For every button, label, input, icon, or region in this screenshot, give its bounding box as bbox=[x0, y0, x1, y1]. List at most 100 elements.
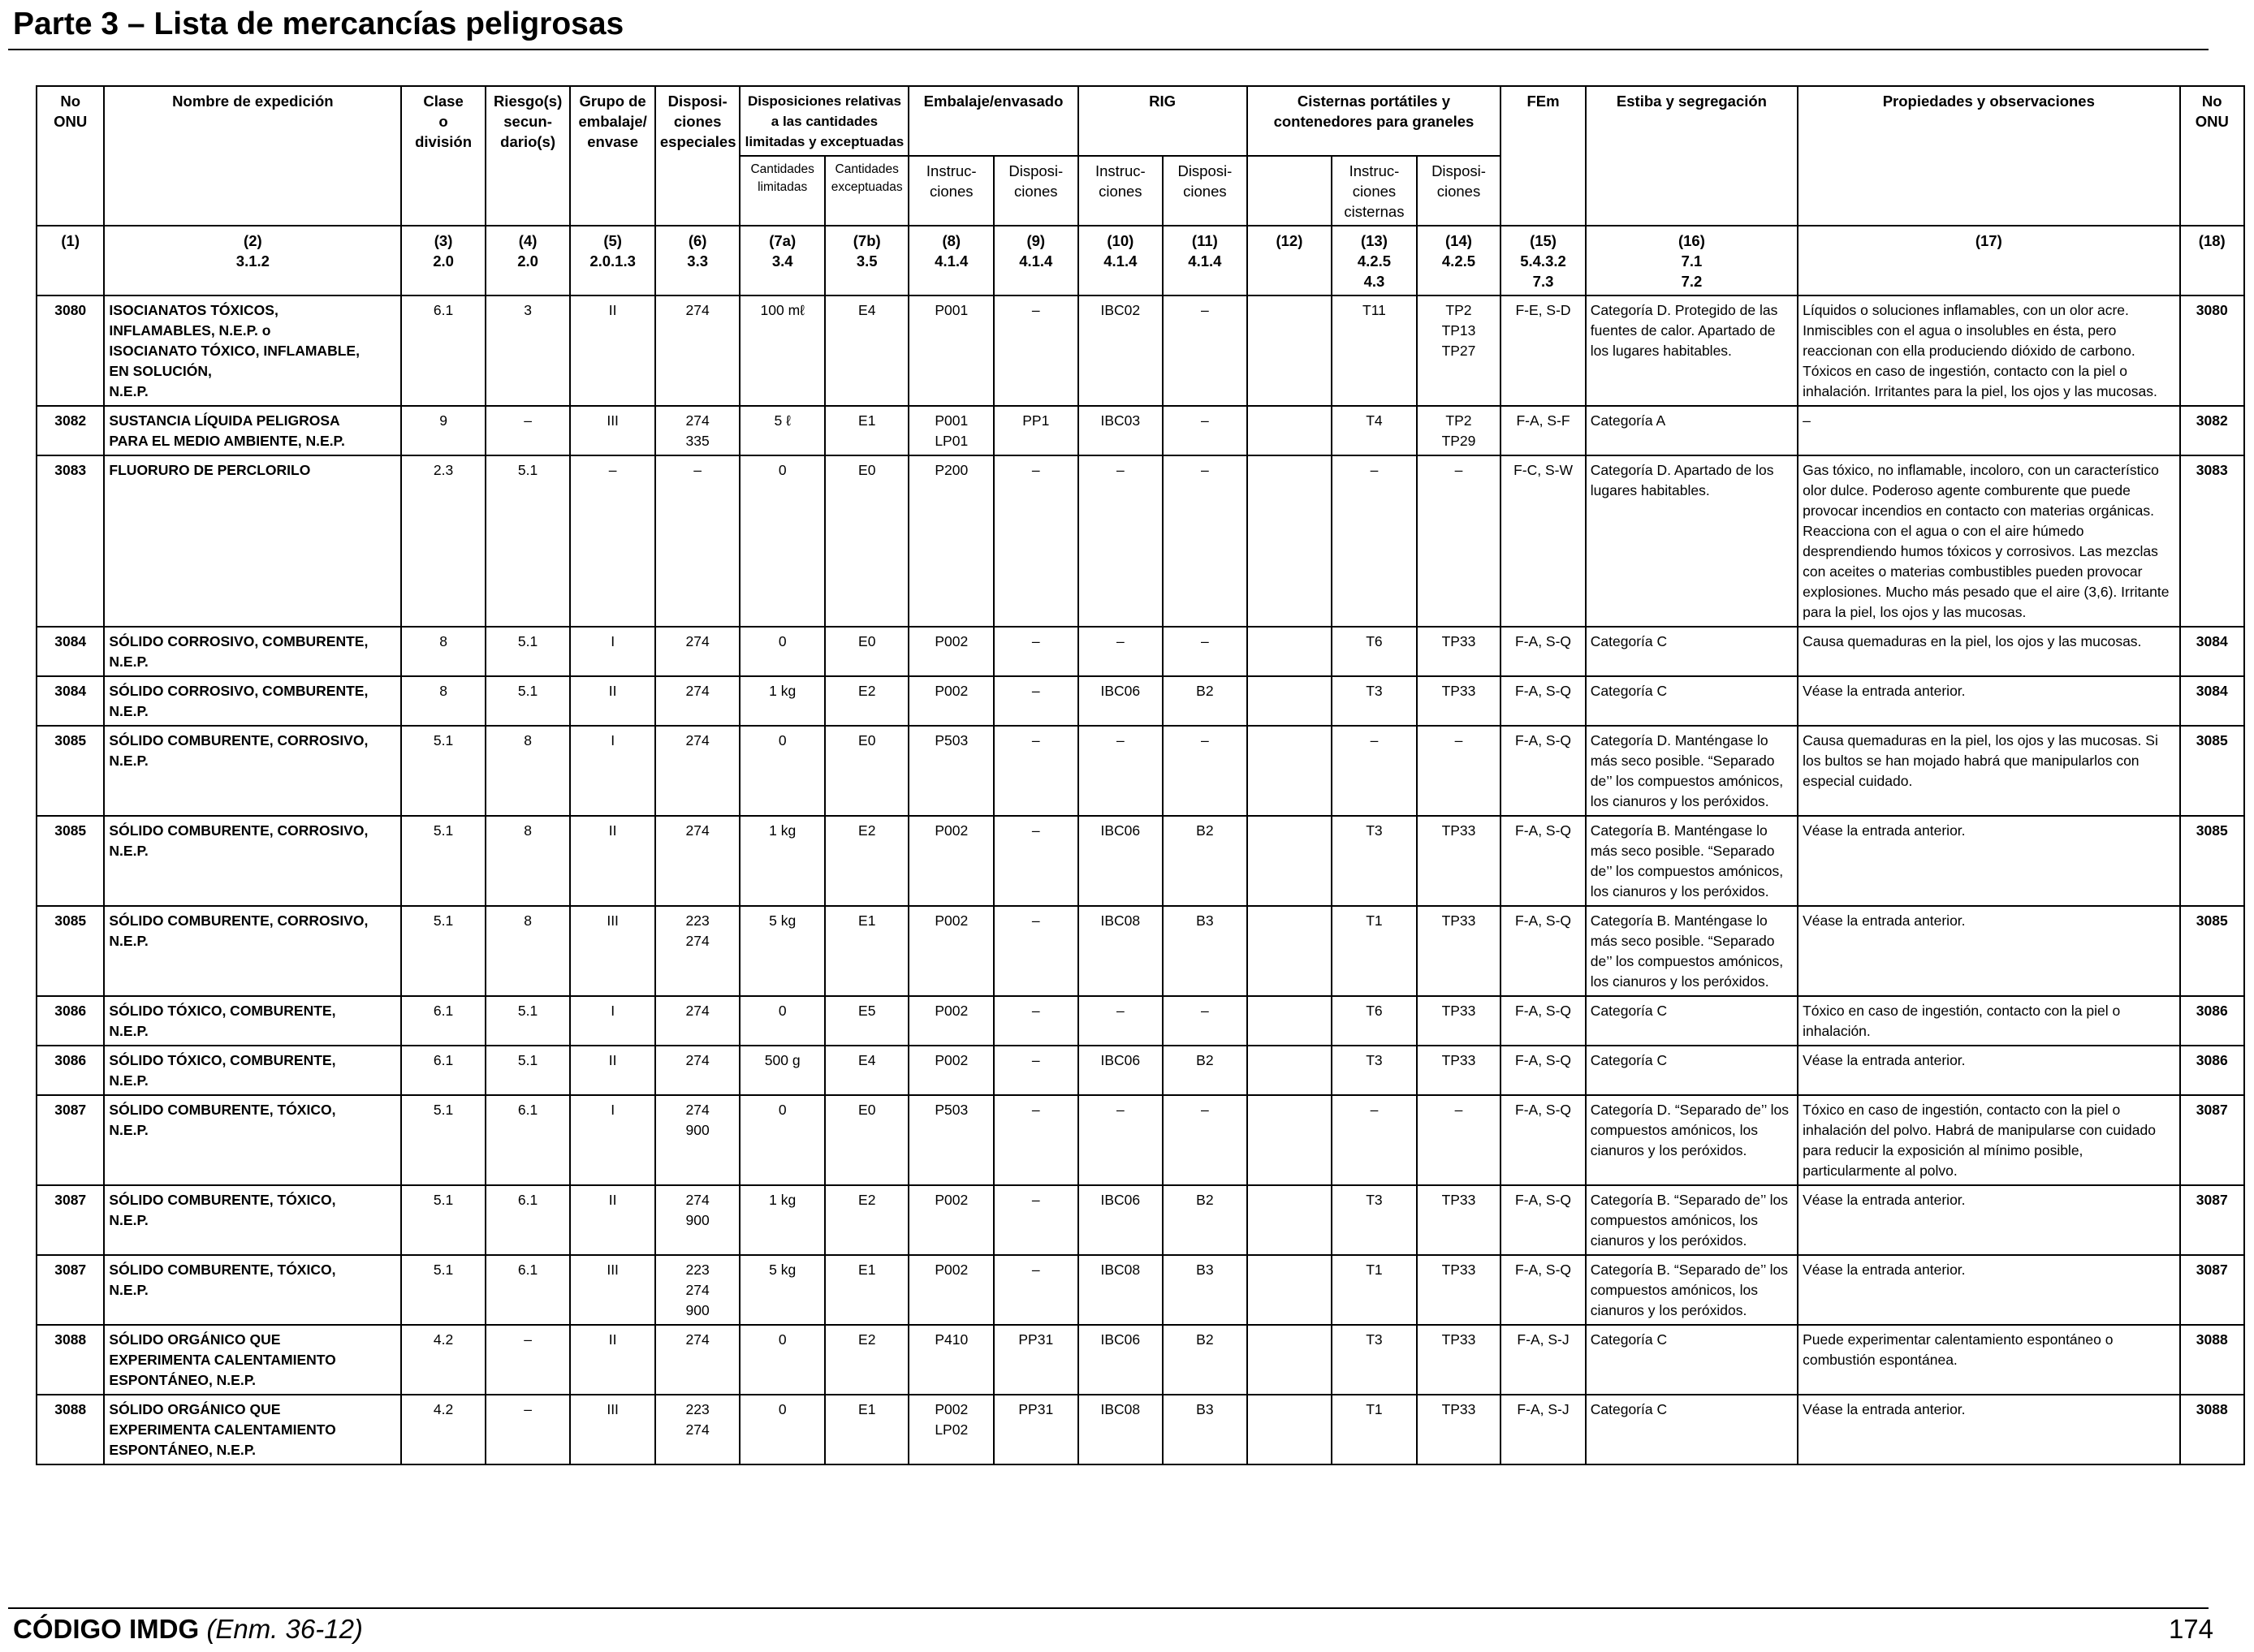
cell-stowage: Categoría C bbox=[1584, 1394, 1799, 1465]
ref-cell: (9) 4.1.4 bbox=[993, 225, 1079, 296]
cell-packing-provision: – bbox=[993, 1184, 1079, 1256]
subheader-packing-instructions: Instruc- ciones bbox=[908, 155, 995, 226]
cell-class: 9 bbox=[400, 405, 486, 456]
cell-excepted-quantity: E4 bbox=[823, 1045, 910, 1096]
cell-special-provisions: 274 bbox=[654, 626, 741, 677]
cell-properties: Causa quemaduras en la piel, los ojos y … bbox=[1797, 725, 2181, 817]
dangerous-goods-table: No ONU Nombre de expedición Clase o divi… bbox=[35, 85, 2246, 1465]
cell-packing-group: II bbox=[569, 1184, 656, 1256]
cell-un-number: 3085 bbox=[35, 725, 106, 817]
cell-packing-group: I bbox=[569, 725, 656, 817]
cell-packing-instruction: P002 bbox=[908, 815, 995, 907]
header-properties: Propiedades y observaciones bbox=[1797, 85, 2181, 226]
cell-ems: F-A, S-J bbox=[1500, 1394, 1587, 1465]
cell-limited-quantity: 0 bbox=[739, 1094, 826, 1186]
cell-tank-instruction: T3 bbox=[1331, 1045, 1418, 1096]
cell-packing-group: – bbox=[569, 455, 656, 628]
cell-ems: F-A, S-Q bbox=[1500, 995, 1587, 1046]
cell-shipping-name: SÓLIDO CORROSIVO, COMBURENTE, N.E.P. bbox=[103, 675, 403, 727]
header-packaging: Embalaje/envasado bbox=[908, 85, 1079, 157]
cell-tank-provision: TP2 TP29 bbox=[1415, 405, 1502, 456]
cell-un-number-right: 3088 bbox=[2178, 1324, 2246, 1395]
cell-stowage: Categoría C bbox=[1584, 626, 1799, 677]
ref-cell: (8) 4.1.4 bbox=[908, 225, 995, 296]
cell-shipping-name: SÓLIDO CORROSIVO, COMBURENTE, N.E.P. bbox=[103, 626, 403, 677]
cell-shipping-name: SÓLIDO TÓXICO, COMBURENTE, N.E.P. bbox=[103, 995, 403, 1046]
cell-special-provisions: 274 900 bbox=[654, 1184, 741, 1256]
table-row: 3084 SÓLIDO CORROSIVO, COMBURENTE, N.E.P.… bbox=[35, 675, 2246, 727]
cell-packing-group: II bbox=[569, 1324, 656, 1395]
cell-tank-provision: TP33 bbox=[1415, 675, 1502, 727]
cell-tank-instruction: T6 bbox=[1331, 626, 1418, 677]
cell-limited-quantity: 5 kg bbox=[739, 905, 826, 997]
column-reference-row: (1) (2) 3.1.2 (3) 2.0 (4) 2.0 (5) 2.0.1.… bbox=[35, 225, 2246, 296]
header-row-main: No ONU Nombre de expedición Clase o divi… bbox=[35, 85, 2246, 226]
cell-ems: F-A, S-F bbox=[1500, 405, 1587, 456]
cell-ibc-provision: B2 bbox=[1162, 1184, 1248, 1256]
cell-shipping-name: SÓLIDO ORGÁNICO QUE EXPERIMENTA CALENTAM… bbox=[103, 1394, 403, 1465]
cell-shipping-name: SÓLIDO ORGÁNICO QUE EXPERIMENTA CALENTAM… bbox=[103, 1324, 403, 1395]
cell-un-number: 3088 bbox=[35, 1324, 106, 1395]
header-ems: FEm bbox=[1500, 85, 1587, 226]
cell-ibc-provision: B3 bbox=[1162, 1394, 1248, 1465]
cell-ibc-provision: B3 bbox=[1162, 1254, 1248, 1326]
footer-code-name: CÓDIGO IMDG bbox=[13, 1614, 200, 1644]
cell-ibc-provision: B3 bbox=[1162, 905, 1248, 997]
cell-properties: Véase la entrada anterior. bbox=[1797, 815, 2181, 907]
cell-un-number-right: 3085 bbox=[2178, 725, 2246, 817]
cell-stowage: Categoría C bbox=[1584, 1324, 1799, 1395]
cell-class: 5.1 bbox=[400, 1254, 486, 1326]
cell-packing-instruction: P002 bbox=[908, 1254, 995, 1326]
cell-tank-provision: TP33 bbox=[1415, 905, 1502, 997]
cell-ems: F-A, S-Q bbox=[1500, 905, 1587, 997]
cell-tank-instruction: T6 bbox=[1331, 995, 1418, 1046]
cell-packing-instruction: P002 bbox=[908, 995, 995, 1046]
cell-col12 bbox=[1246, 455, 1333, 628]
cell-un-number-right: 3085 bbox=[2178, 815, 2246, 907]
cell-stowage: Categoría C bbox=[1584, 995, 1799, 1046]
cell-packing-group: III bbox=[569, 1254, 656, 1326]
table-row: 3085 SÓLIDO COMBURENTE, CORROSIVO, N.E.P.… bbox=[35, 725, 2246, 817]
header-un-number: No ONU bbox=[35, 85, 106, 226]
ref-cell: (18) bbox=[2178, 225, 2246, 296]
cell-tank-instruction: T3 bbox=[1331, 815, 1418, 907]
cell-properties: Véase la entrada anterior. bbox=[1797, 1254, 2181, 1326]
cell-ibc-instruction: IBC03 bbox=[1077, 405, 1164, 456]
cell-ems: F-A, S-Q bbox=[1500, 1184, 1587, 1256]
cell-packing-instruction: P002 bbox=[908, 626, 995, 677]
cell-un-number: 3086 bbox=[35, 1045, 106, 1096]
subheader-ibc-instructions: Instruc- ciones bbox=[1077, 155, 1164, 226]
table-row: 3080 ISOCIANATOS TÓXICOS, INFLAMABLES, N.… bbox=[35, 295, 2246, 407]
cell-tank-provision: – bbox=[1415, 725, 1502, 817]
header-packing-group: Grupo de embalaje/ envase bbox=[569, 85, 656, 226]
cell-shipping-name: SUSTANCIA LÍQUIDA PELIGROSA PARA EL MEDI… bbox=[103, 405, 403, 456]
subheader-tank-instructions: Instruc- ciones cisternas bbox=[1331, 155, 1418, 226]
table-row: 3086 SÓLIDO TÓXICO, COMBURENTE, N.E.P. 6.1… bbox=[35, 1045, 2246, 1096]
ref-cell: (16) 7.1 7.2 bbox=[1584, 225, 1799, 296]
cell-ibc-provision: – bbox=[1162, 626, 1248, 677]
cell-subsidiary-risk: 8 bbox=[484, 815, 572, 907]
table-body: 3080 ISOCIANATOS TÓXICOS, INFLAMABLES, N.… bbox=[35, 295, 2246, 1465]
cell-ibc-instruction: – bbox=[1077, 1094, 1164, 1186]
table-row: 3083 FLUORURO DE PERCLORILO 2.3 5.1– –0 E0 P20… bbox=[35, 455, 2246, 628]
cell-subsidiary-risk: 5.1 bbox=[484, 675, 572, 727]
cell-shipping-name: SÓLIDO COMBURENTE, TÓXICO, N.E.P. bbox=[103, 1184, 403, 1256]
cell-shipping-name: SÓLIDO COMBURENTE, CORROSIVO, N.E.P. bbox=[103, 815, 403, 907]
cell-col12 bbox=[1246, 1094, 1333, 1186]
cell-special-provisions: 274 bbox=[654, 725, 741, 817]
cell-tank-provision: TP33 bbox=[1415, 1394, 1502, 1465]
page-title: Parte 3 – Lista de mercancías peligrosas bbox=[13, 6, 624, 41]
ref-cell: (11) 4.1.4 bbox=[1162, 225, 1248, 296]
cell-un-number: 3082 bbox=[35, 405, 106, 456]
cell-packing-provision: – bbox=[993, 455, 1079, 628]
cell-stowage: Categoría A bbox=[1584, 405, 1799, 456]
cell-stowage: Categoría D. Manténgase lo más seco posi… bbox=[1584, 725, 1799, 817]
cell-stowage: Categoría B. Manténgase lo más seco posi… bbox=[1584, 905, 1799, 997]
header-row-sub: Cantidades limitadas Cantidades exceptua… bbox=[37, 155, 2244, 226]
footer-divider bbox=[8, 1607, 2209, 1609]
cell-class: 5.1 bbox=[400, 1094, 486, 1186]
header-limited-excepted: Disposiciones relativas a las cantidades… bbox=[739, 85, 910, 157]
cell-tank-instruction: T4 bbox=[1331, 405, 1418, 456]
cell-un-number: 3086 bbox=[35, 995, 106, 1046]
cell-excepted-quantity: E0 bbox=[823, 725, 910, 817]
